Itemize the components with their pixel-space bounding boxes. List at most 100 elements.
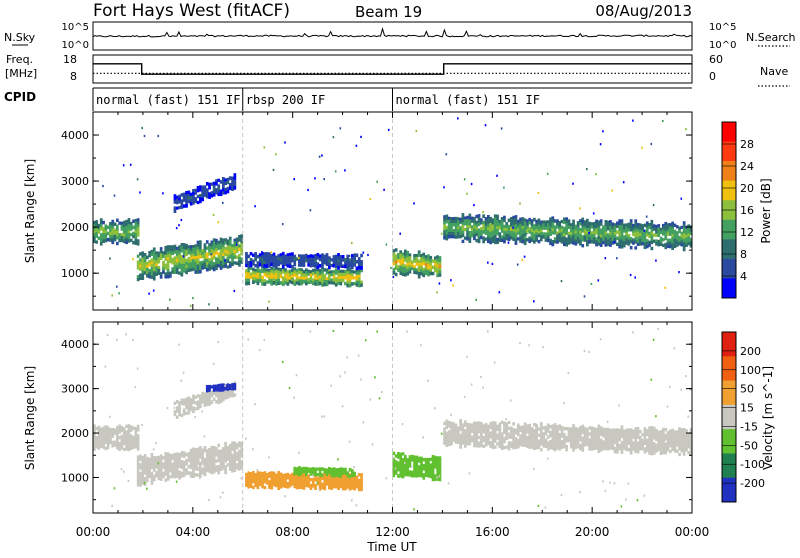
heatmap-speck: [427, 379, 429, 382]
heatmap-cell: [228, 393, 232, 398]
heatmap-cell: [279, 281, 283, 285]
heatmap-cell: [194, 454, 198, 458]
heatmap-speck: [678, 271, 680, 274]
heatmap-cell: [671, 435, 674, 439]
heatmap-cell: [645, 438, 649, 443]
heatmap-speck: [141, 126, 143, 130]
heatmap-cell: [655, 429, 658, 433]
heatmap-cell: [187, 408, 191, 412]
heatmap-speck: [505, 231, 507, 234]
heatmap-cell: [139, 477, 142, 481]
heatmap-cell: [632, 435, 635, 439]
heatmap-cell: [277, 276, 280, 280]
heatmap-cell: [645, 441, 649, 446]
heatmap-cell: [203, 460, 207, 465]
heatmap-speck: [620, 505, 623, 508]
heatmap-cell: [182, 246, 186, 250]
heatmap-cell: [604, 437, 608, 441]
heatmap-speck: [360, 135, 362, 138]
heatmap-cell: [134, 436, 138, 440]
heatmap-cell: [180, 462, 184, 467]
heatmap-cell: [171, 453, 174, 458]
heatmap-cell: [627, 234, 631, 238]
heatmap-cell: [129, 434, 133, 438]
heatmap-cell: [489, 228, 492, 233]
heatmap-cell: [671, 237, 674, 241]
heatmap-cell: [542, 441, 545, 445]
heatmap-cell: [551, 222, 555, 226]
heatmap-cell: [275, 477, 278, 481]
heatmap-cell: [620, 431, 624, 436]
heatmap-cell: [99, 227, 103, 231]
heatmap-cell: [332, 272, 336, 277]
heatmap-cell: [682, 440, 686, 444]
heatmap-speck: [210, 253, 213, 256]
heatmap-cell: [526, 430, 529, 434]
heatmap-cell: [348, 484, 352, 488]
heatmap-cell: [215, 182, 218, 186]
heatmap-cell: [618, 236, 621, 240]
heatmap-cell: [249, 475, 253, 479]
heatmap-cell: [143, 259, 147, 263]
heatmap-cell: [217, 458, 221, 463]
heatmap-speck: [339, 375, 342, 378]
heatmap-cell: [325, 282, 329, 287]
heatmap-cell: [141, 465, 145, 469]
heatmap-cell: [422, 467, 426, 471]
heatmap-cell: [166, 458, 170, 462]
heatmap-cell: [157, 268, 161, 273]
heatmap-cell: [215, 251, 218, 255]
heatmap-cell: [689, 241, 693, 245]
heatmap-cell: [537, 218, 541, 222]
heatmap-cell: [434, 268, 437, 273]
heatmap-cell: [556, 431, 559, 435]
heatmap-cell: [148, 269, 151, 273]
heatmap-cell: [657, 239, 661, 244]
heatmap-cell: [141, 481, 145, 485]
heatmap-cell: [572, 231, 575, 236]
heatmap-cell: [305, 276, 308, 280]
heatmap-cell: [293, 254, 297, 258]
heatmap-cell: [604, 431, 608, 435]
heatmap-cell: [247, 275, 251, 279]
heatmap-cell: [334, 484, 338, 489]
heatmap-cell: [125, 240, 128, 245]
heatmap-cell: [394, 468, 398, 473]
heatmap-cell: [111, 219, 115, 224]
heatmap-cell: [572, 433, 575, 437]
heatmap-speck: [487, 261, 489, 264]
heatmap-cell: [166, 461, 170, 466]
heatmap-cell: [539, 427, 543, 432]
heatmap-cell: [219, 266, 223, 270]
heatmap-cell: [560, 431, 564, 435]
heatmap-cell: [309, 273, 313, 278]
heatmap-cell: [196, 249, 200, 253]
heatmap-cell: [397, 474, 400, 478]
heatmap-cell: [341, 255, 345, 259]
heatmap-cell: [516, 432, 520, 437]
heatmap-cell: [222, 182, 225, 186]
heatmap-cell: [466, 234, 469, 238]
heatmap-cell: [569, 226, 573, 230]
heatmap-speck: [118, 292, 120, 295]
heatmap-cell: [662, 427, 665, 432]
heatmap-cell: [113, 431, 117, 435]
heatmap-cell: [574, 433, 578, 437]
heatmap-cell: [491, 224, 495, 228]
heatmap-cell: [505, 445, 509, 449]
heatmap-cell: [291, 271, 294, 276]
heatmap-cell: [657, 242, 661, 247]
heatmap-cell: [272, 474, 276, 478]
heatmap-cell: [215, 191, 218, 195]
heatmap-cell: [116, 230, 119, 234]
heatmap-cell: [240, 257, 244, 261]
heatmap-cell: [632, 447, 635, 451]
heatmap-cell: [606, 239, 610, 243]
colorbar-tick-label: 8: [740, 248, 747, 261]
heatmap-cell: [208, 457, 211, 461]
heatmap-cell: [438, 471, 442, 476]
heatmap-cell: [399, 271, 403, 275]
heatmap-cell: [231, 176, 234, 180]
heatmap-cell: [533, 233, 536, 238]
heatmap-cell: [616, 440, 619, 445]
